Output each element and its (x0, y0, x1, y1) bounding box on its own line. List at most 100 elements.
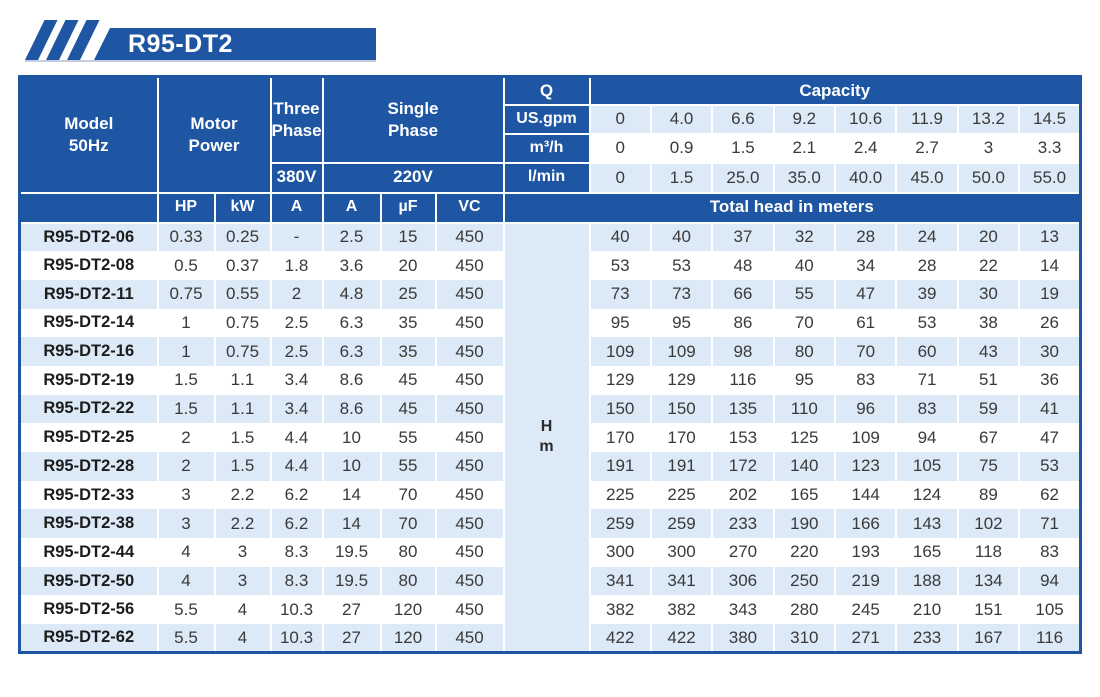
vc-cell: 450 (434, 480, 505, 510)
head-value-cell: 250 (772, 566, 837, 596)
spec-row: R95-DT2-11 0.75 0.55 2 4.8 25 450 73 73 66 55 47 39 3… (18, 279, 1082, 309)
single-phase-a-cell: 27 (321, 624, 382, 653)
spec-row: R95-DT2-28 2 1.5 4.4 10 55 450 191 191 172 140 123 1… (18, 452, 1082, 481)
capacity-row-m3h: m³/h 0 0.9 1.5 2.1 2.4 2.7 3 3.3 (20, 132, 1082, 164)
capacity-value-cell: 4.0 (649, 103, 714, 135)
head-value-cell: 123 (833, 452, 898, 481)
spec-row: R95-DT2-33 3 2.2 6.2 14 70 450 225 225 202 165 144 1… (18, 480, 1082, 510)
kw-cell: 4 (213, 624, 272, 653)
three-phase-a-cell: 3.4 (269, 365, 324, 395)
head-value-cell: 53 (1018, 452, 1082, 481)
head-value-cell: 188 (895, 566, 959, 596)
head-value-cell: 167 (956, 624, 1021, 653)
head-value-cell: 150 (588, 394, 652, 424)
single-phase-a-cell: 19.5 (321, 566, 382, 596)
head-value-cell: 38 (956, 308, 1021, 338)
three-phase-a-cell: 2.5 (269, 308, 324, 338)
uf-cell: 35 (379, 308, 437, 338)
hp-cell: 3 (156, 480, 216, 510)
uf-cell: 20 (379, 251, 437, 280)
header-three-line1: Three (273, 98, 320, 118)
kw-cell: 0.55 (213, 279, 272, 309)
head-value-cell: 43 (956, 337, 1021, 366)
head-value-cell: 341 (649, 566, 714, 596)
head-value-cell: 30 (956, 279, 1021, 309)
head-value-cell: 151 (956, 595, 1021, 625)
head-value-cell: 300 (649, 538, 714, 567)
head-value-cell: 41 (1018, 394, 1082, 424)
head-value-cell: 62 (1018, 480, 1082, 510)
header-row-top: Model 50Hz Motor Power Three Phase Singl… (18, 75, 1082, 194)
header-motor-power: Motor Power (156, 75, 272, 194)
uf-cell: 45 (379, 365, 437, 395)
header-model-line2: 50Hz (68, 135, 109, 155)
header-three-line2: Phase (271, 120, 322, 140)
kw-cell: 1.1 (213, 394, 272, 424)
capacity-value-cell: 10.6 (833, 103, 898, 135)
head-value-cell: 71 (895, 365, 959, 395)
head-value-cell: 129 (649, 365, 714, 395)
head-value-cell: 105 (895, 452, 959, 481)
capacity-value-cell: 45.0 (895, 161, 959, 194)
head-value-cell: 40 (649, 222, 714, 252)
page: R95-DT2 Model 50Hz Motor Power Three (0, 20, 1100, 697)
capacity-value-cell: 9.2 (772, 103, 837, 135)
capacity-value-cell: 3.3 (1018, 132, 1082, 164)
head-value-cell: 190 (772, 509, 837, 539)
vc-cell: 450 (434, 509, 505, 539)
head-value-cell: 86 (711, 308, 775, 338)
vc-cell: 450 (434, 624, 505, 653)
head-value-cell: 40 (772, 251, 837, 280)
head-value-cell: 193 (833, 538, 898, 567)
hp-cell: 4 (156, 538, 216, 567)
kw-cell: 2.2 (213, 509, 272, 539)
single-phase-a-cell: 10 (321, 452, 382, 481)
head-value-cell: 153 (711, 423, 775, 452)
head-value-cell: 300 (588, 538, 652, 567)
head-value-cell: 150 (649, 394, 714, 424)
uf-cell: 70 (379, 480, 437, 510)
hp-cell: 0.33 (156, 222, 216, 252)
head-value-cell: 219 (833, 566, 898, 596)
head-value-cell: 53 (588, 251, 652, 280)
header-motor-line1: Motor (190, 113, 238, 133)
kw-cell: 0.25 (213, 222, 272, 252)
uf-cell: 45 (379, 394, 437, 424)
spec-row: R95-DT2-62 5.5 4 10.3 27 120 450 422 422 380 310 27… (18, 624, 1082, 653)
header-three-phase: Three Phase (269, 75, 324, 164)
unit-header-a-380: A (269, 191, 324, 224)
head-value-cell: 30 (1018, 337, 1082, 366)
model-cell: R95-DT2-22 (18, 394, 159, 424)
kw-cell: 1.1 (213, 365, 272, 395)
head-value-cell: 98 (711, 337, 775, 366)
hp-cell: 0.5 (156, 251, 216, 280)
head-value-cell: 271 (833, 624, 898, 653)
head-value-cell: 116 (711, 365, 775, 395)
model-cell: R95-DT2-38 (18, 509, 159, 539)
kw-cell: 0.37 (213, 251, 272, 280)
capacity-value-cell: 2.7 (895, 132, 959, 164)
header-q: Q (502, 75, 591, 106)
head-value-cell: 220 (772, 538, 837, 567)
spec-row: R95-DT2-50 4 3 8.3 19.5 80 450 341 341 306 250 219 1… (18, 566, 1082, 596)
unit-header-uf: µF (379, 191, 437, 224)
single-phase-a-cell: 6.3 (321, 308, 382, 338)
three-phase-a-cell: 10.3 (269, 624, 324, 653)
head-value-cell: 95 (772, 365, 837, 395)
vc-cell: 450 (434, 337, 505, 366)
head-value-cell: 36 (1018, 365, 1082, 395)
head-value-cell: 61 (833, 308, 898, 338)
head-unit-line2: m (539, 438, 554, 456)
kw-cell: 1.5 (213, 423, 272, 452)
header-single-line2: Phase (387, 120, 439, 140)
three-phase-a-cell: 6.2 (269, 509, 324, 539)
kw-cell: 0.75 (213, 337, 272, 366)
head-value-cell: 66 (711, 279, 775, 309)
capacity-value-cell: 0.9 (649, 132, 714, 164)
vc-cell: 450 (434, 595, 505, 625)
three-phase-a-cell: 3.4 (269, 394, 324, 424)
model-cell: R95-DT2-06 (18, 222, 159, 252)
vc-cell: 450 (434, 452, 505, 481)
single-phase-a-cell: 14 (321, 480, 382, 510)
